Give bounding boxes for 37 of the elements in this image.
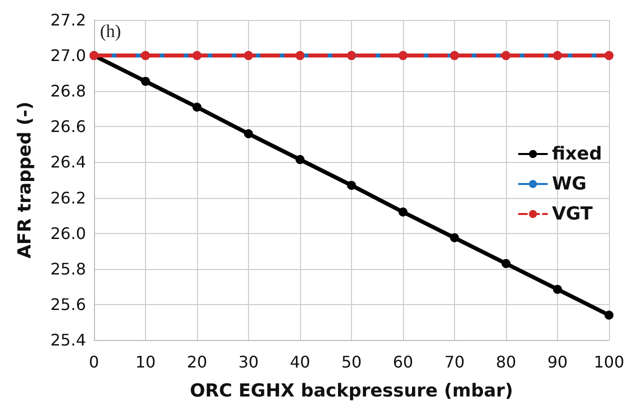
x-tick-label: 70 <box>444 352 465 372</box>
y-tick-label: 25.4 <box>50 330 86 350</box>
point <box>604 310 614 320</box>
x-tick-label: 90 <box>547 352 568 372</box>
point <box>450 233 459 242</box>
x-tick-label: 10 <box>135 352 156 372</box>
y-tick-label: 26.0 <box>50 224 86 243</box>
y-axis-title: AFR trapped (-) <box>14 101 36 259</box>
x-tick-label: 100 <box>594 352 624 372</box>
x-axis-title: ORC EGHX backpressure (mbar) <box>190 380 514 402</box>
legend-label: fixed <box>552 144 602 164</box>
y-tick-label: 26.2 <box>50 188 86 208</box>
y-tick-label: 26.4 <box>50 152 86 172</box>
point <box>296 155 304 164</box>
point <box>192 102 202 112</box>
legend-label: WG <box>552 174 587 194</box>
y-tick-label: 26.8 <box>50 82 86 101</box>
point <box>141 76 150 86</box>
x-tick-label: 0 <box>88 352 100 372</box>
y-tick-label: 26.6 <box>50 117 86 136</box>
point <box>244 129 253 138</box>
point <box>398 208 408 216</box>
point <box>553 284 562 294</box>
x-tick-label: 80 <box>496 352 516 372</box>
y-tick-label: 25.8 <box>50 259 86 278</box>
x-tick-label: 60 <box>392 352 414 372</box>
x-tick-label: 20 <box>186 352 208 372</box>
x-tick-label: 40 <box>290 352 310 372</box>
legend-label: VGT <box>552 204 594 224</box>
y-tick-label: 25.6 <box>50 294 86 314</box>
point <box>347 180 356 190</box>
y-tick-label: 27.2 <box>50 10 86 30</box>
point <box>502 259 510 268</box>
annotation: (h) <box>100 21 121 41</box>
y-tick-label: 27.0 <box>50 46 86 66</box>
x-tick-label: 30 <box>238 352 259 372</box>
x-tick-label: 50 <box>341 352 362 372</box>
